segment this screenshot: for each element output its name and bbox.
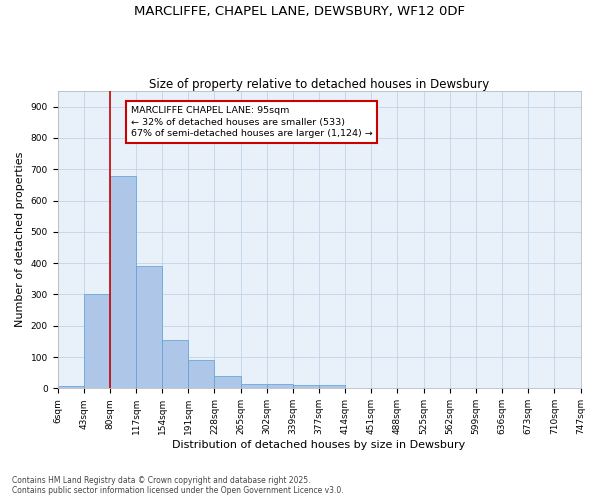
Text: MARCLIFFE CHAPEL LANE: 95sqm
← 32% of detached houses are smaller (533)
67% of s: MARCLIFFE CHAPEL LANE: 95sqm ← 32% of de… [131,106,373,138]
Bar [319,385,345,388]
Y-axis label: Number of detached properties: Number of detached properties [15,152,25,328]
Bar [214,376,241,388]
Bar [293,385,319,388]
Bar [188,360,214,388]
Bar [58,386,83,388]
Text: MARCLIFFE, CHAPEL LANE, DEWSBURY, WF12 0DF: MARCLIFFE, CHAPEL LANE, DEWSBURY, WF12 0… [134,5,466,18]
Bar [241,384,267,388]
Bar [162,340,188,388]
Bar [110,176,136,388]
Bar [136,266,162,388]
Bar [267,384,293,388]
Text: Contains HM Land Registry data © Crown copyright and database right 2025.
Contai: Contains HM Land Registry data © Crown c… [12,476,344,495]
Bar [83,294,110,388]
X-axis label: Distribution of detached houses by size in Dewsbury: Distribution of detached houses by size … [172,440,466,450]
Title: Size of property relative to detached houses in Dewsbury: Size of property relative to detached ho… [149,78,489,91]
